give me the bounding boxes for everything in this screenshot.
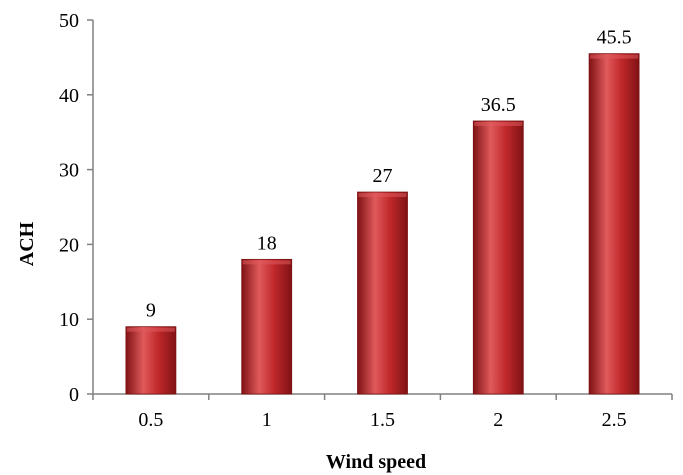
x-tick-label: 1 bbox=[262, 409, 272, 431]
y-tick-label: 50 bbox=[59, 10, 79, 32]
y-tick-label: 10 bbox=[59, 309, 79, 331]
x-axis: 0.5 1 1.5 2 2.5 bbox=[92, 393, 673, 431]
data-labels: 9 18 27 36.5 45.5 bbox=[146, 27, 632, 322]
bar bbox=[125, 326, 177, 395]
x-tick-label: 1.5 bbox=[370, 409, 395, 431]
bar-highlight bbox=[590, 54, 639, 59]
x-axis-title: Wind speed bbox=[326, 451, 426, 473]
bar-value-label: 18 bbox=[257, 232, 277, 254]
x-tick-label: 0.5 bbox=[138, 409, 163, 431]
y-axis: 0 10 20 30 40 50 bbox=[59, 10, 94, 406]
bar-highlight bbox=[358, 193, 407, 198]
bar bbox=[588, 53, 640, 395]
bar-value-label: 27 bbox=[373, 165, 393, 187]
bar bbox=[472, 120, 524, 395]
y-axis-title: ACH bbox=[16, 221, 38, 266]
x-tick-label: 2.5 bbox=[602, 409, 627, 431]
bar-value-label: 36.5 bbox=[481, 94, 516, 116]
bar-value-label: 9 bbox=[146, 300, 156, 322]
x-tick-label: 2 bbox=[493, 409, 503, 431]
y-tick-label: 30 bbox=[59, 160, 79, 182]
bars bbox=[125, 53, 640, 395]
y-tick-label: 40 bbox=[59, 85, 79, 107]
bar-highlight bbox=[126, 327, 175, 332]
y-tick-label: 0 bbox=[69, 384, 79, 406]
bar-value-label: 45.5 bbox=[597, 27, 632, 49]
bar-highlight bbox=[242, 260, 291, 265]
bar bbox=[241, 258, 293, 395]
bar-highlight bbox=[474, 121, 523, 126]
y-tick-label: 20 bbox=[59, 234, 79, 256]
bar bbox=[357, 191, 408, 395]
